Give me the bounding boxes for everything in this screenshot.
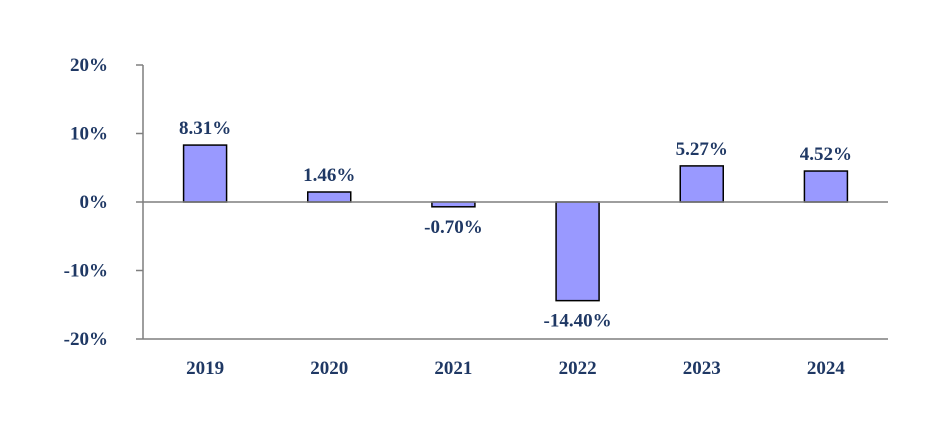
y-tick-label: -20%: [64, 329, 108, 350]
x-category-label: 2022: [559, 358, 597, 379]
y-tick-label: 20%: [70, 55, 108, 76]
y-axis-ticks: 20% 10% 0% -10% -20%: [64, 55, 143, 350]
x-axis-category-labels: 2019 2020 2021 2022 2023 2024: [186, 358, 845, 379]
y-tick-label: 0%: [80, 192, 109, 213]
bar-2019: [182, 144, 228, 203]
data-labels: 8.31% 1.46% -0.70% -14.40% 5.27% 4.52%: [179, 118, 852, 332]
data-label-2024: 4.52%: [800, 144, 852, 165]
bar-2023: [679, 165, 724, 203]
bar-2022: [555, 201, 600, 302]
bar-series: [182, 144, 849, 302]
data-label-2021: -0.70%: [424, 217, 483, 238]
y-tick-label: 10%: [70, 124, 108, 145]
data-label-2023: 5.27%: [676, 139, 728, 160]
bar-2020: [307, 191, 352, 203]
data-label-2019: 8.31%: [179, 118, 231, 139]
x-category-label: 2024: [807, 358, 846, 379]
data-label-2022: -14.40%: [544, 311, 612, 332]
x-category-label: 2023: [683, 358, 721, 379]
x-category-label: 2020: [310, 358, 348, 379]
x-category-label: 2019: [186, 358, 224, 379]
data-label-2020: 1.46%: [303, 165, 355, 186]
bar-2024: [803, 170, 849, 203]
x-category-label: 2021: [434, 358, 472, 379]
y-tick-label: -10%: [64, 261, 108, 282]
